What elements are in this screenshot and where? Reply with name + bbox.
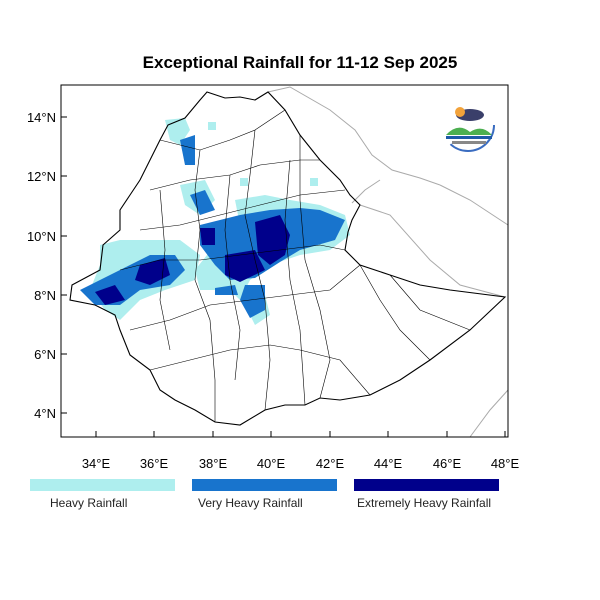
map-title: Exceptional Rainfall for 11-12 Sep 2025	[142, 53, 458, 72]
plot-frame	[60, 84, 509, 438]
x-tick-label: 42°E	[316, 456, 345, 471]
x-tick-label: 38°E	[199, 456, 228, 471]
legend-label-heavy: Heavy Rainfall	[50, 496, 128, 510]
y-tick-label: 4°N	[34, 406, 56, 421]
y-tick-label: 12°N	[27, 169, 56, 184]
legend-label-very-heavy: Very Heavy Rainfall	[198, 496, 303, 510]
ethiopia-outline	[69, 91, 507, 426]
legend-swatch-very-heavy	[192, 479, 337, 491]
y-tick-label: 8°N	[34, 288, 56, 303]
legend-swatch-heavy	[30, 479, 175, 491]
x-tick-label: 46°E	[433, 456, 462, 471]
admin-boundaries	[119, 109, 471, 422]
y-tick-label: 10°N	[27, 229, 56, 244]
y-tick-label: 6°N	[34, 347, 56, 362]
x-tick-label: 48°E	[491, 456, 520, 471]
y-tick-label: 14°N	[27, 110, 56, 125]
x-tick-label: 34°E	[82, 456, 111, 471]
x-tick-label: 40°E	[257, 456, 286, 471]
legend-swatch-extremely-heavy	[354, 479, 499, 491]
x-tick-label: 36°E	[140, 456, 169, 471]
emi-logo	[441, 98, 495, 152]
x-axis	[95, 431, 506, 437]
y-axis	[61, 116, 67, 414]
neighbor-borders	[267, 86, 509, 438]
legend-label-extremely-heavy: Extremely Heavy Rainfall	[357, 496, 492, 510]
rainfall-extremely-heavy	[95, 215, 290, 305]
x-tick-label: 44°E	[374, 456, 403, 471]
